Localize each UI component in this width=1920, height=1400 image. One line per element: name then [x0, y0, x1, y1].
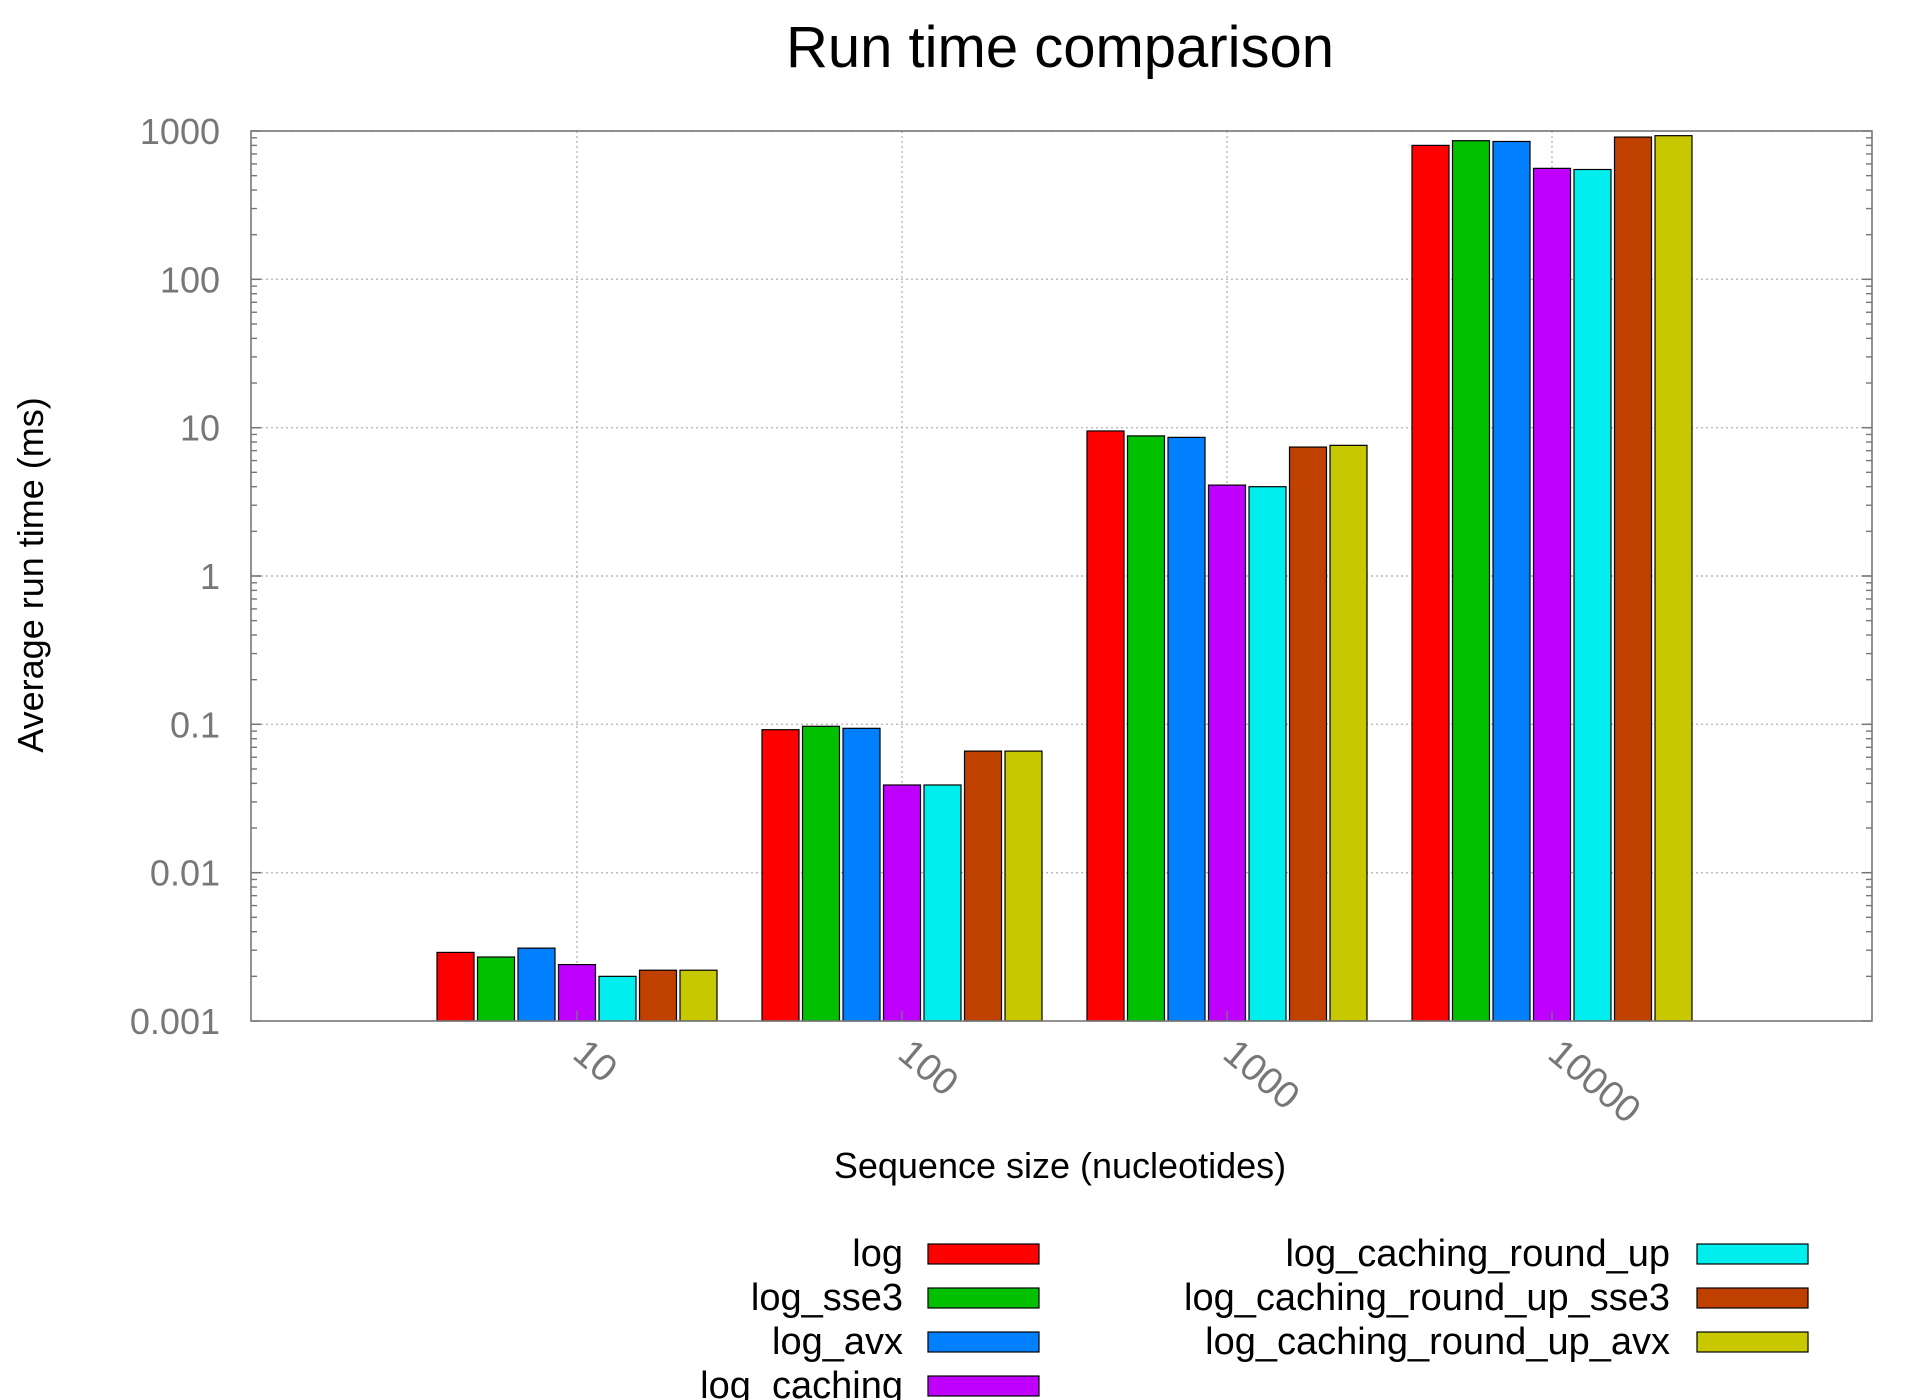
x-tick-label: 10: [565, 1032, 624, 1091]
bar-log_caching_round_up_sse3-100: [963, 750, 1003, 1022]
bar-log_caching_round_up-10000: [1573, 168, 1612, 1022]
bar-log_caching_round_up_avx-100: [1004, 750, 1043, 1022]
x-tick-label: 1000: [1215, 1032, 1307, 1119]
bar-log-100: [761, 729, 800, 1022]
bar-log_caching_round_up_avx-1000: [1329, 444, 1368, 1022]
bar-log_avx-100: [842, 727, 881, 1022]
legend-label-log_caching_round_up_avx: log_caching_round_up_avx: [1205, 1321, 1670, 1363]
bar-log_sse3-10: [476, 956, 516, 1022]
legend-label-log_avx: log_avx: [772, 1321, 903, 1363]
bar-log_avx-10000: [1492, 140, 1531, 1022]
bar-log_caching_round_up_sse3-1000: [1288, 446, 1328, 1022]
bar-log_sse3-100: [801, 725, 841, 1022]
legend-swatch-log_caching_round_up: [1696, 1243, 1809, 1265]
bar-log_caching_round_up_avx-10: [679, 969, 718, 1022]
y-tick-label: 0.001: [130, 1001, 220, 1042]
x-tick-label: 10000: [1540, 1032, 1648, 1132]
bar-log-1000: [1086, 430, 1125, 1022]
bar-log_caching_round_up-10: [598, 975, 637, 1022]
y-tick-label: 0.1: [170, 704, 220, 745]
axes: [250, 130, 1873, 1022]
legend-label-log_sse3: log_sse3: [751, 1277, 903, 1319]
x-tick-label: 100: [890, 1032, 966, 1105]
legend-label-log_caching_round_up_sse3: log_caching_round_up_sse3: [1184, 1277, 1670, 1319]
bars: [436, 135, 1693, 1022]
y-tick-label: 1000: [140, 111, 220, 152]
y-axis-label: Average run time (ms): [10, 397, 51, 752]
legend-swatch-log_caching_round_up_avx: [1696, 1331, 1809, 1353]
bar-log_caching-100: [882, 784, 922, 1022]
x-axis-label: Sequence size (nucleotides): [834, 1145, 1286, 1186]
bar-log_caching_round_up_sse3-10: [638, 969, 678, 1022]
bar-log-10: [436, 951, 475, 1022]
legend-swatch-log_caching_round_up_sse3: [1696, 1287, 1809, 1309]
chart-title: Run time comparison: [786, 15, 1334, 80]
bar-log_caching_round_up-1000: [1248, 486, 1287, 1022]
bar-log_sse3-10000: [1451, 140, 1491, 1022]
legend-swatch-log_avx: [927, 1331, 1040, 1353]
legend-swatch-log_caching: [927, 1375, 1040, 1397]
legend-swatch-log: [927, 1243, 1040, 1265]
bar-log_caching_round_up-100: [923, 784, 962, 1022]
x-tick-labels: 10 100 1000 10000: [565, 1032, 1648, 1132]
y-tick-label: 100: [160, 259, 220, 300]
bar-log_caching-1000: [1207, 484, 1247, 1022]
y-tick-label: 0.01: [150, 853, 220, 894]
legend-swatch-log_sse3: [927, 1287, 1040, 1309]
bar-log_caching_round_up_sse3-10000: [1613, 136, 1653, 1022]
bar-log_avx-1000: [1167, 436, 1206, 1022]
legend-label-log_caching: log_caching: [700, 1365, 903, 1400]
bar-log_sse3-1000: [1126, 435, 1166, 1022]
bar-log_avx-10: [517, 947, 556, 1022]
legend-label-log_caching_round_up: log_caching_round_up: [1285, 1233, 1670, 1275]
y-tick-label: 1: [200, 556, 220, 597]
bar-log_caching_round_up_avx-10000: [1654, 135, 1693, 1022]
y-tick-labels: 0.001 0.01 0.1 1 10 100 1000: [130, 111, 220, 1042]
y-tick-label: 10: [180, 408, 220, 449]
legend-label-log: log: [852, 1233, 903, 1275]
bar-log-10000: [1411, 144, 1450, 1022]
bar-log_caching-10000: [1532, 167, 1572, 1022]
